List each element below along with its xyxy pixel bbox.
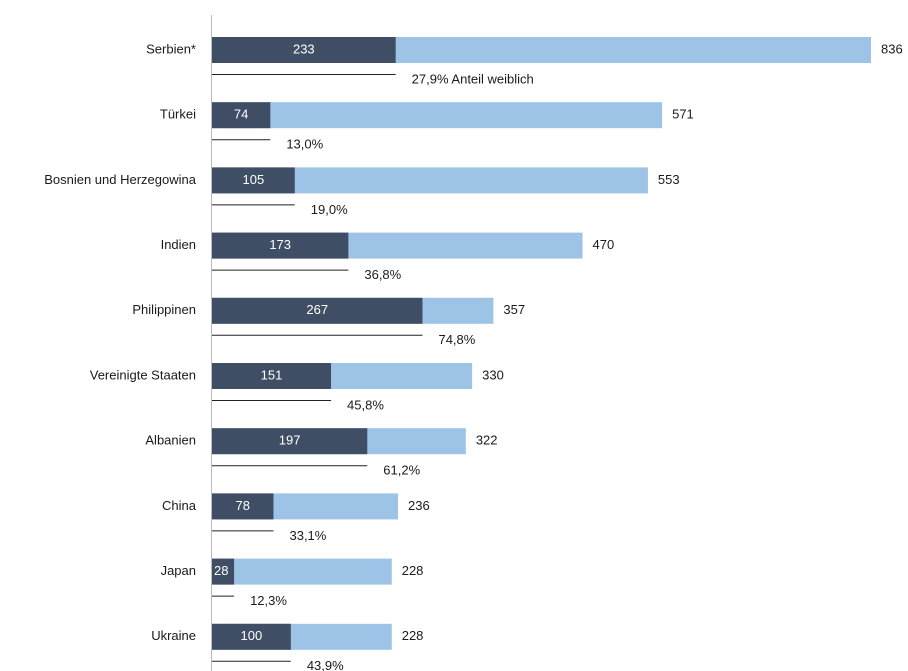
bar: [212, 297, 423, 324]
value-label: 357: [503, 302, 525, 317]
bar: [212, 428, 368, 455]
value-label: 330: [482, 367, 504, 382]
bar: [212, 623, 291, 650]
bar: [212, 102, 271, 129]
share-label: 12,3%: [250, 593, 287, 608]
bar: [212, 558, 235, 585]
value-label: 553: [658, 172, 680, 187]
bar: [212, 363, 332, 389]
category-label: China: [162, 498, 197, 513]
share-label: 13,0%: [286, 137, 323, 152]
bar: [212, 37, 396, 63]
value-label: 228: [402, 563, 424, 578]
value-label: 233: [293, 41, 315, 56]
value-label: 78: [236, 498, 250, 513]
value-label: 100: [241, 628, 263, 643]
value-label: 236: [408, 498, 430, 513]
category-label: Japan: [161, 563, 196, 578]
value-label: 322: [476, 433, 498, 448]
value-label: 105: [243, 172, 265, 187]
value-label: 228: [402, 628, 424, 643]
value-label: 151: [261, 367, 283, 382]
share-label: 61,2%: [383, 463, 420, 478]
category-label: Türkei: [160, 107, 196, 122]
bar: [212, 232, 349, 259]
value-label: 267: [306, 302, 328, 317]
category-label: Serbien*: [146, 41, 196, 56]
bar: [212, 493, 274, 520]
share-label: 19,0%: [311, 202, 348, 217]
category-label: Philippinen: [132, 302, 196, 317]
bar: [212, 102, 663, 129]
value-label: 836: [881, 41, 903, 56]
bar: [212, 558, 392, 585]
value-label: 74: [234, 107, 248, 122]
share-label: 45,8%: [347, 397, 384, 412]
value-label: 173: [269, 237, 291, 252]
share-label: 36,8%: [364, 267, 401, 282]
category-label: Bosnien und Herzegowina: [44, 172, 197, 187]
category-label: Albanien: [145, 433, 196, 448]
value-label: 28: [214, 563, 228, 578]
share-label: 43,9%: [307, 658, 344, 671]
bar: [212, 167, 295, 194]
share-label: 33,1%: [289, 528, 326, 543]
category-label: Ukraine: [151, 628, 196, 643]
share-label: 27,9% Anteil weiblich: [412, 71, 534, 86]
category-label: Indien: [161, 237, 196, 252]
share-label: 74,8%: [438, 332, 475, 347]
value-label: 197: [279, 433, 301, 448]
category-label: Vereinigte Staaten: [90, 367, 196, 382]
value-label: 470: [592, 237, 614, 252]
value-label: 571: [672, 107, 694, 122]
